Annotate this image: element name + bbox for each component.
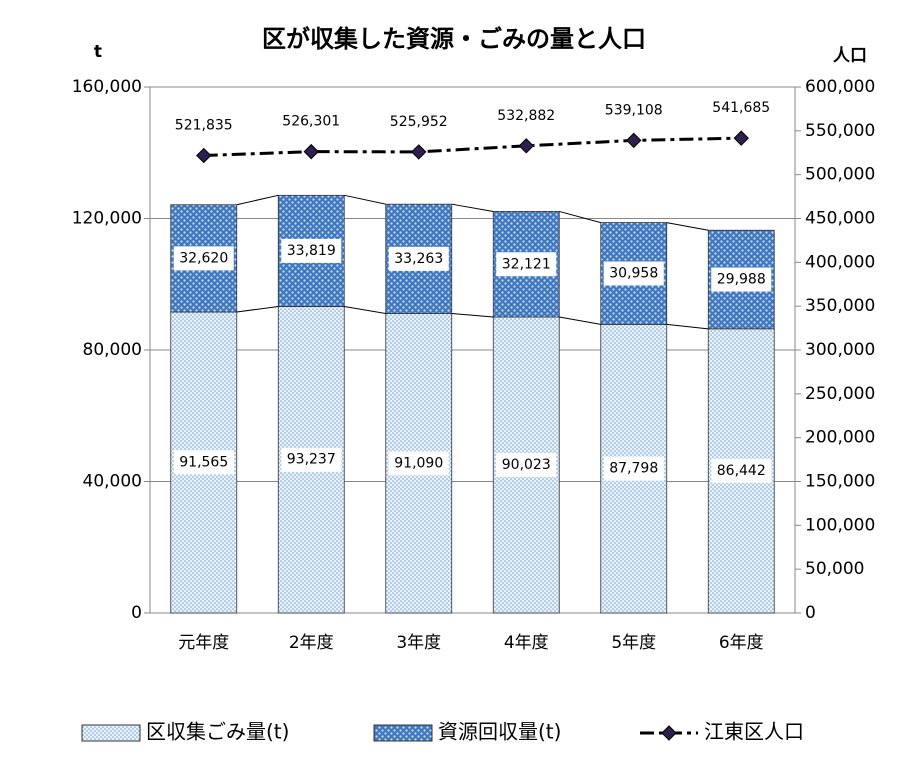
data-label: 32,121 xyxy=(502,256,551,272)
data-label-box xyxy=(388,246,449,271)
series-connector xyxy=(236,305,279,313)
y2-tick-label: 600,000 xyxy=(805,77,875,97)
line-marker xyxy=(411,144,427,160)
series-connector xyxy=(344,305,386,315)
y2-tick-label: 300,000 xyxy=(805,340,875,360)
data-label: 90,023 xyxy=(502,457,551,473)
data-label-box xyxy=(496,453,557,478)
legend-swatch xyxy=(373,724,433,742)
y2-tick-label: 50,000 xyxy=(805,559,864,579)
series-connector xyxy=(559,210,601,224)
y-tick-label: 160,000 xyxy=(72,77,142,97)
y-tick-label: 120,000 xyxy=(72,209,142,229)
y2-tick-label: 450,000 xyxy=(805,209,875,229)
data-label: 33,819 xyxy=(287,243,336,259)
data-label: 30,958 xyxy=(609,265,658,281)
data-label-box xyxy=(603,456,664,481)
data-label: 87,798 xyxy=(609,461,658,477)
series-connector xyxy=(559,316,601,325)
y-tick-label: 0 xyxy=(131,603,142,623)
y2-tick-label: 500,000 xyxy=(805,165,875,185)
series-connector xyxy=(451,203,494,212)
line-marker xyxy=(303,143,319,160)
y-tick-label: 80,000 xyxy=(83,340,142,360)
line-series xyxy=(203,136,742,158)
y2-tick-label: 150,000 xyxy=(805,472,875,492)
y-tick-label: 40,000 xyxy=(83,472,142,492)
y2-tick-label: 550,000 xyxy=(805,121,875,141)
data-label: 526,301 xyxy=(282,114,340,130)
data-label-box xyxy=(603,261,664,286)
x-tick-label: 4年度 xyxy=(504,633,549,653)
data-label-box xyxy=(711,458,772,483)
line-marker xyxy=(518,138,534,154)
data-label-box xyxy=(173,450,234,475)
series-connector xyxy=(451,313,494,318)
data-label: 93,237 xyxy=(287,452,336,468)
series-connector xyxy=(666,222,709,231)
line-marker xyxy=(733,130,749,146)
data-label-box xyxy=(173,246,234,271)
x-tick-label: 3年度 xyxy=(396,633,441,653)
series-connector xyxy=(344,194,386,205)
y2-tick-label: 0 xyxy=(805,603,816,623)
series-connector xyxy=(666,323,709,330)
y2-tick-label: 400,000 xyxy=(805,252,875,272)
line-marker xyxy=(626,132,642,149)
data-label-box xyxy=(496,252,557,277)
x-tick-label: 元年度 xyxy=(178,633,229,653)
data-label: 91,565 xyxy=(179,454,228,470)
data-label: 541,685 xyxy=(712,100,770,116)
data-label: 32,620 xyxy=(179,250,228,266)
y2-tick-label: 350,000 xyxy=(805,296,875,316)
data-label: 86,442 xyxy=(717,463,766,479)
y2-tick-label: 100,000 xyxy=(805,515,875,535)
legend-swatch xyxy=(81,724,141,742)
data-label-box xyxy=(388,451,449,476)
y-axis-title: t xyxy=(94,42,102,62)
data-label: 539,108 xyxy=(605,102,663,118)
legend-marker xyxy=(661,725,677,741)
data-label: 29,988 xyxy=(717,272,766,288)
data-label: 91,090 xyxy=(394,455,443,471)
y2-tick-label: 250,000 xyxy=(805,384,875,404)
data-label-box xyxy=(281,447,342,472)
chart-title: 区が収集した資源・ごみの量と人口 xyxy=(262,25,646,53)
x-tick-label: 5年度 xyxy=(611,633,656,653)
data-label: 532,882 xyxy=(497,108,555,124)
x-tick-label: 2年度 xyxy=(289,633,334,653)
y2-axis-title: 人口 xyxy=(833,46,867,66)
legend-label: 江東区人口 xyxy=(704,720,804,744)
series-connector xyxy=(236,194,279,206)
x-tick-label: 6年度 xyxy=(719,633,764,653)
data-label-box xyxy=(711,267,772,292)
legend-label: 区収集ごみ量(t) xyxy=(146,720,289,744)
data-label: 525,952 xyxy=(390,114,448,130)
data-label: 33,263 xyxy=(394,251,443,267)
y2-tick-label: 200,000 xyxy=(805,428,875,448)
legend-label: 資源回収量(t) xyxy=(438,720,561,744)
line-marker xyxy=(196,147,212,164)
data-label: 521,835 xyxy=(175,118,233,134)
data-label-box xyxy=(281,238,342,263)
